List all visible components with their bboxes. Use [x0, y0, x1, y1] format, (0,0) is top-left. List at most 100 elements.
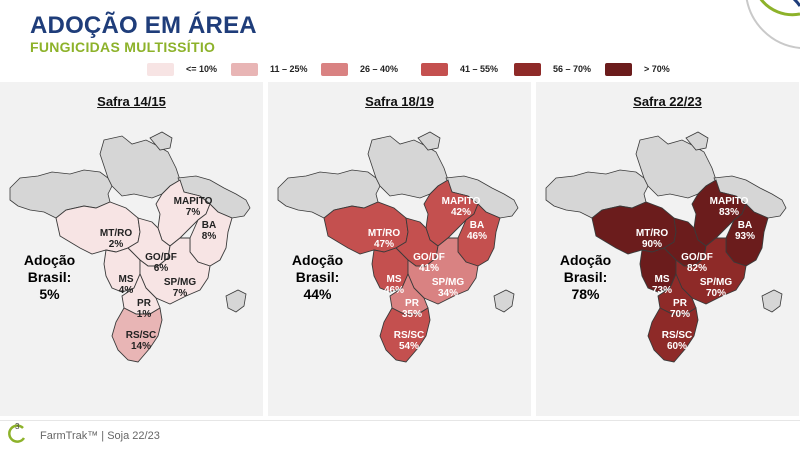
legend-label-5: > 70%: [644, 64, 670, 74]
legend-label-0: <= 10%: [186, 64, 218, 74]
region-spmg: [407, 237, 479, 305]
legend: <= 10% 11 – 25% 26 – 40% 41 – 55% 56 – 7…: [147, 61, 707, 77]
region-value-rssc: 60%: [667, 341, 687, 352]
region-value-rssc: 14%: [131, 341, 151, 352]
map-panel-1: Safra 18/19 MT/RO 47% MAPITO 42% BA 46% GO/DF 4…: [268, 82, 531, 416]
region-value-mapito: 7%: [186, 207, 201, 218]
national-adoption-value: 5%: [39, 286, 60, 302]
region-value-pr: 1%: [137, 309, 152, 320]
legend-item-2: 26 – 40%: [321, 61, 398, 77]
state-east-coast: [761, 289, 783, 313]
footer: 3 FarmTrak™ | Soja 22/23: [0, 420, 800, 450]
national-adoption: Adoção Brasil: 5%: [2, 252, 97, 303]
region-value-ms: 73%: [652, 285, 672, 296]
region-name-spmg: SP/MG: [432, 277, 464, 288]
legend-label-4: 56 – 70%: [553, 64, 592, 74]
corner-logo-arc: [745, 0, 800, 49]
legend-swatch-2: [321, 62, 348, 76]
legend-swatch-5: [605, 62, 632, 76]
region-rssc: [111, 307, 163, 363]
page-subtitle: FUNGICIDAS MULTISSÍTIO: [30, 39, 216, 55]
region-value-ms: 46%: [384, 285, 404, 296]
legend-item-0: <= 10%: [147, 61, 217, 77]
legend-item-5: > 70%: [605, 61, 670, 77]
season-title: Safra 18/19: [365, 94, 434, 109]
region-mapito: [155, 179, 211, 247]
legend-swatch-0: [147, 62, 174, 76]
region-name-mtro: MT/RO: [636, 228, 668, 239]
national-adoption-line2: Brasil:: [295, 269, 340, 285]
national-adoption-line2: Brasil:: [563, 269, 608, 285]
region-name-pr: PR: [673, 298, 688, 309]
region-spmg: [139, 237, 211, 305]
region-rssc: [379, 307, 431, 363]
region-name-ms: MS: [387, 274, 402, 285]
region-name-spmg: SP/MG: [164, 277, 196, 288]
region-value-spmg: 70%: [706, 288, 726, 299]
region-spmg: [675, 237, 747, 305]
base-regions: [545, 131, 787, 313]
state-east-coast: [225, 289, 247, 313]
page-title: ADOÇÃO EM ÁREA: [30, 12, 257, 39]
season-title: Safra 14/15: [97, 94, 166, 109]
base-regions: [277, 131, 519, 313]
region-name-rssc: RS/SC: [126, 330, 157, 341]
region-name-pr: PR: [137, 298, 152, 309]
national-adoption-line1: Adoção: [23, 252, 76, 268]
region-value-mtro: 90%: [642, 239, 662, 250]
farmtrak-logo-icon: [8, 424, 26, 443]
state-roraima: [149, 131, 173, 151]
region-value-pr: 70%: [670, 309, 690, 320]
region-value-godf: 6%: [154, 263, 169, 274]
region-value-spmg: 7%: [173, 288, 188, 299]
footer-divider: [0, 420, 800, 421]
region-mapito: [423, 179, 479, 247]
legend-item-4: 56 – 70%: [514, 61, 591, 77]
legend-label-3: 41 – 55%: [460, 64, 499, 74]
map-panel-0: Safra 14/15 MT/RO 2% MAPITO 7% BA 8% GO/DF 6% MS…: [0, 82, 263, 416]
region-value-godf: 41%: [419, 263, 439, 274]
legend-swatch-3: [421, 62, 448, 76]
region-value-mapito: 42%: [451, 207, 471, 218]
colored-regions: [591, 179, 769, 363]
legend-label-2: 26 – 40%: [360, 64, 399, 74]
region-name-godf: GO/DF: [145, 252, 177, 263]
region-name-mtro: MT/RO: [100, 228, 132, 239]
region-name-ba: BA: [738, 220, 752, 231]
region-name-mapito: MAPITO: [442, 196, 481, 207]
legend-swatch-4: [514, 62, 541, 76]
region-value-godf: 82%: [687, 263, 707, 274]
region-name-spmg: SP/MG: [700, 277, 732, 288]
region-rssc: [647, 307, 699, 363]
brazil-map: MT/RO47%MAPITO42%BA46%GO/DF41%MS46%SP/MG…: [277, 131, 519, 363]
region-labels: MT/RO47%MAPITO42%BA46%GO/DF41%MS46%SP/MG…: [368, 196, 487, 352]
region-value-ba: 46%: [467, 231, 487, 242]
region-name-ba: BA: [470, 220, 484, 231]
region-value-ms: 4%: [119, 285, 134, 296]
brazil-map: MT/RO2%MAPITO7%BA8%GO/DF6%MS4%SP/MG7%PR1…: [9, 131, 251, 363]
national-adoption: Adoção Brasil: 78%: [538, 252, 633, 303]
national-adoption-line2: Brasil:: [27, 269, 72, 285]
national-adoption-line1: Adoção: [559, 252, 612, 268]
region-name-godf: GO/DF: [413, 252, 445, 263]
legend-item-1: 11 – 25%: [231, 61, 308, 77]
region-name-ba: BA: [202, 220, 216, 231]
colored-regions: [55, 179, 233, 363]
legend-item-3: 41 – 55%: [421, 61, 498, 77]
national-adoption: Adoção Brasil: 44%: [270, 252, 365, 303]
region-name-mapito: MAPITO: [710, 196, 749, 207]
region-value-mapito: 83%: [719, 207, 739, 218]
region-name-rssc: RS/SC: [394, 330, 425, 341]
region-mapito: [691, 179, 747, 247]
region-value-spmg: 34%: [438, 288, 458, 299]
national-adoption-line1: Adoção: [291, 252, 344, 268]
region-value-ba: 8%: [202, 231, 217, 242]
region-name-ms: MS: [119, 274, 134, 285]
footer-text: FarmTrak™ | Soja 22/23: [40, 430, 160, 442]
colored-regions: [323, 179, 501, 363]
national-adoption-value: 78%: [571, 286, 600, 302]
national-adoption-value: 44%: [303, 286, 332, 302]
region-name-mtro: MT/RO: [368, 228, 400, 239]
season-title: Safra 22/23: [633, 94, 702, 109]
